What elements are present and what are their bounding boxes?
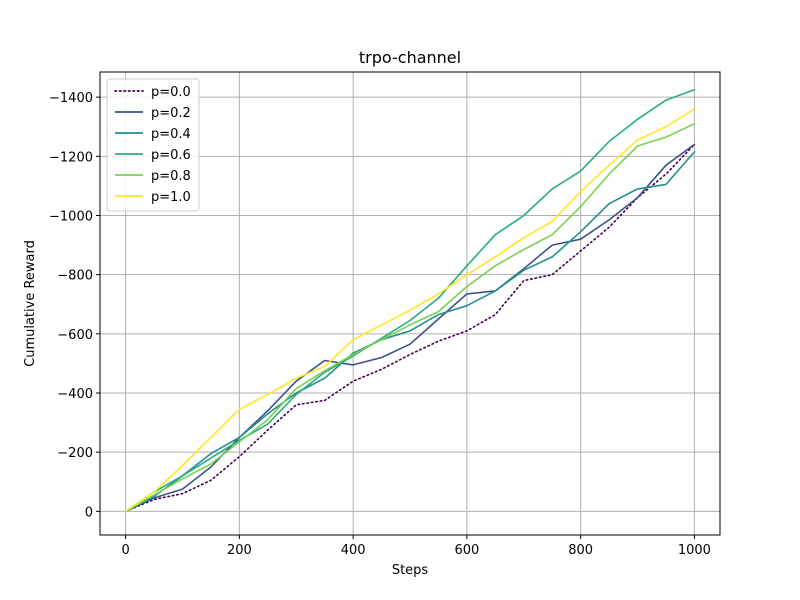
y-axis: 0 −200 −400 −600 −800 −1000 −1200 −1400 [49,91,100,520]
y-tick-label: −600 [57,328,93,343]
legend-label: p=0.8 [151,169,191,184]
x-tick-label: 600 [454,543,479,558]
plot-frame [99,71,721,536]
y-tick-label: −1200 [49,150,93,165]
legend-label: p=0.0 [151,85,191,100]
series-line-p-1-0 [124,108,696,513]
y-tick-label: −800 [57,269,93,284]
x-tick-label: 0 [121,543,129,558]
y-tick-label: −1000 [49,209,93,224]
series-layer [124,89,696,513]
x-axis-label: Steps [392,563,429,578]
series-line-p-0-8 [124,123,696,513]
legend: p=0.0 p=0.2 p=0.4 p=0.6 p=0.8 p=1.0 [106,78,200,212]
x-tick-label: 1000 [678,543,711,558]
legend-label: p=0.6 [151,148,191,163]
series-line-p-0-4 [124,151,696,513]
series-line-p-0-0 [124,143,696,513]
x-axis: 0 200 400 600 800 1000 [121,535,711,558]
x-tick-label: 400 [341,543,366,558]
y-tick-label: 0 [85,505,93,520]
series-line-p-0-6 [124,89,696,513]
y-tick-label: −1400 [49,91,93,106]
chart-title: trpo-channel [359,48,461,67]
y-axis-label: Cumulative Reward [23,240,38,367]
grid [100,72,720,535]
y-tick-label: −400 [57,387,93,402]
legend-label: p=0.4 [151,127,191,142]
x-tick-label: 800 [568,543,593,558]
legend-label: p=0.2 [151,106,191,121]
x-tick-label: 200 [227,543,252,558]
legend-label: p=1.0 [151,190,191,205]
y-tick-label: −200 [57,446,93,461]
